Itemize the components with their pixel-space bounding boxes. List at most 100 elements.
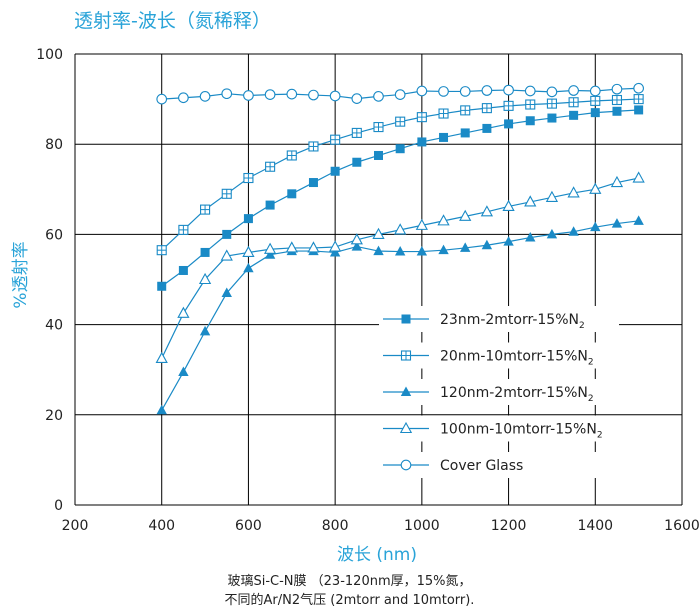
marker-circle-open — [156, 93, 168, 105]
y-axis-label: %透射率 — [11, 241, 31, 308]
marker-square-filled — [395, 144, 405, 154]
marker-triangle-open — [632, 171, 645, 183]
marker-triangle-open — [415, 218, 428, 230]
caption-line-1: 玻璃Si-C-N膜 （23-120nm厚，15%氮， — [227, 574, 472, 589]
marker-square-crossed — [400, 350, 412, 361]
marker-square-crossed — [481, 103, 492, 114]
marker-circle-open — [178, 92, 189, 104]
marker-triangle-open — [155, 351, 168, 363]
y-tick-label: 80 — [45, 137, 63, 153]
marker-triangle-filled — [243, 262, 254, 273]
marker-square-filled — [634, 105, 644, 115]
marker-square-filled — [265, 200, 275, 210]
marker-circle-open — [503, 84, 514, 96]
x-tick-label: 400 — [148, 518, 175, 534]
marker-triangle-open — [198, 272, 212, 285]
marker-triangle-filled — [546, 228, 558, 239]
x-tick-label: 1400 — [577, 518, 613, 534]
marker-square-filled — [504, 119, 514, 129]
marker-circle-open — [400, 459, 412, 471]
legend-label: 23nm-2mtorr-15%N2 — [440, 312, 585, 331]
marker-triangle-open — [524, 195, 537, 207]
marker-triangle-filled — [438, 244, 449, 255]
marker-triangle-filled — [178, 366, 189, 376]
marker-triangle-open — [177, 306, 190, 318]
marker-square-filled — [222, 229, 232, 239]
marker-circle-open — [416, 85, 428, 97]
marker-triangle-open — [502, 199, 515, 211]
tick-labels: 200 400 600 800 1000 1200 1400 1600 0 20 40 60 80 100 — [36, 47, 699, 534]
legend-entry: 100nm-10mtorr-15%N2 — [379, 415, 619, 442]
marker-circle-open — [264, 89, 276, 100]
marker-square-crossed — [330, 134, 341, 145]
chart-title: 透射率-波长（氮稀释） — [74, 10, 271, 32]
y-tick-label: 100 — [36, 47, 63, 63]
marker-triangle-filled — [525, 232, 536, 242]
x-axis-label: 波长 (nm) — [337, 545, 417, 565]
marker-square-filled — [439, 132, 449, 142]
marker-square-filled — [460, 128, 470, 138]
marker-triangle-open — [242, 245, 255, 257]
marker-circle-open — [373, 91, 384, 102]
marker-triangle-filled — [460, 242, 471, 252]
marker-square-filled — [612, 106, 622, 116]
x-tick-label: 1600 — [664, 518, 699, 534]
marker-square-filled — [352, 157, 362, 167]
marker-triangle-filled — [199, 325, 211, 336]
marker-square-crossed — [351, 127, 362, 138]
marker-triangle-filled — [221, 287, 232, 298]
x-tick-label: 800 — [322, 518, 349, 534]
series-3 — [156, 215, 644, 415]
series-1 — [157, 105, 644, 291]
marker-square-crossed — [503, 100, 514, 111]
marker-triangle-open — [545, 190, 559, 202]
marker-circle-open — [611, 83, 623, 95]
marker-circle-open — [524, 85, 536, 97]
legend-label: 120nm-2mtorr-15%N2 — [440, 385, 594, 404]
legend-label-subscript: 2 — [588, 358, 594, 368]
marker-triangle-open — [480, 205, 494, 217]
marker-square-crossed — [156, 245, 167, 256]
marker-square-crossed — [265, 161, 276, 172]
marker-square-crossed — [568, 97, 579, 108]
marker-triangle-filled — [481, 239, 493, 250]
marker-triangle-open — [589, 182, 602, 194]
marker-triangle-filled — [329, 246, 341, 257]
marker-circle-open — [221, 88, 233, 100]
legend-entry: 20nm-10mtorr-15%N2 — [379, 342, 619, 369]
legend-label: 100nm-10mtorr-15%N2 — [440, 422, 603, 441]
y-tick-label: 60 — [45, 227, 63, 243]
y-tick-label: 20 — [45, 408, 63, 424]
marker-triangle-open — [329, 240, 342, 252]
y-tick-label: 40 — [45, 318, 63, 334]
marker-triangle-filled — [373, 245, 384, 256]
marker-triangle-open — [394, 223, 407, 235]
legend-entry: 120nm-2mtorr-15%N2 — [379, 379, 619, 405]
legend-entry: 23nm-2mtorr-15%N2 — [379, 306, 619, 332]
series-4 — [155, 171, 645, 363]
marker-square-filled — [330, 166, 340, 176]
marker-square-crossed — [200, 204, 211, 215]
marker-triangle-filled — [264, 249, 276, 259]
marker-circle-open — [351, 93, 363, 104]
figure-caption: 玻璃Si-C-N膜 （23-120nm厚，15%氮， 不同的Ar/N2气压 (2… — [0, 572, 699, 610]
x-tick-label: 600 — [235, 518, 262, 534]
marker-circle-open — [546, 86, 558, 98]
marker-triangle-filled — [351, 241, 363, 251]
marker-circle-open — [589, 85, 601, 97]
marker-triangle-filled — [156, 404, 167, 415]
marker-circle-open — [329, 90, 341, 102]
marker-square-filled — [287, 189, 297, 199]
marker-triangle-open — [399, 421, 413, 434]
legend-entry: Cover Glass — [379, 452, 619, 478]
marker-square-crossed — [416, 112, 427, 123]
marker-square-crossed — [286, 150, 297, 161]
marker-square-crossed — [438, 108, 449, 119]
marker-square-filled — [417, 137, 427, 147]
marker-square-filled — [308, 178, 318, 188]
marker-circle-open — [243, 90, 254, 101]
marker-circle-open — [308, 89, 319, 101]
marker-triangle-filled — [611, 218, 623, 228]
y-tick-label: 0 — [54, 498, 63, 514]
